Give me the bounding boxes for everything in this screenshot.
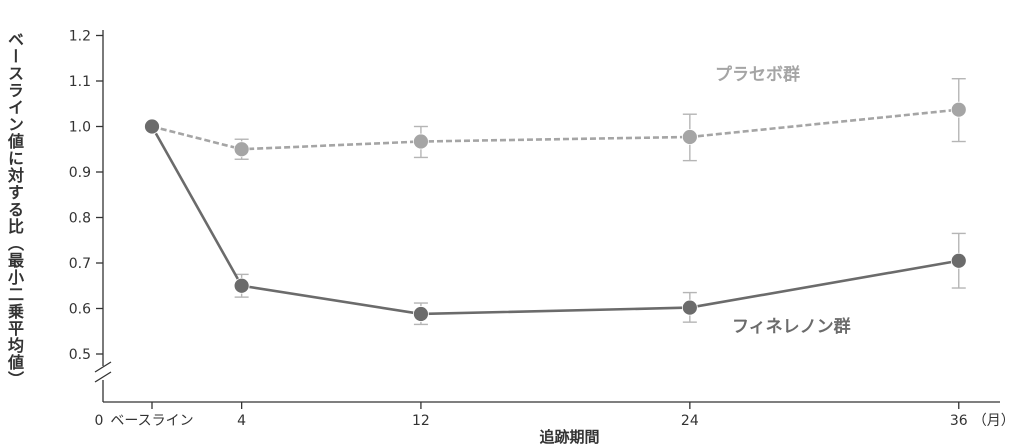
axes: 0.5 0.6 0.7 0.8 0.9 1.0 1.1 1.2 ベースライン 4 12 24 36 0 （月…: [69, 29, 1015, 430]
series-2: フィネレノン群: [144, 118, 967, 337]
data-point: [681, 129, 698, 145]
x-origin-label: 0: [95, 413, 104, 429]
y-tick-label: 0.8: [69, 211, 91, 227]
axis-break-mark: [94, 371, 112, 383]
x-tick-label: 36: [950, 413, 968, 429]
axis-break-mark: [94, 361, 112, 373]
data-point: [681, 299, 698, 316]
data-point: [950, 252, 967, 269]
x-axis-label: 追跡期間: [539, 428, 600, 446]
data-point: [144, 118, 160, 135]
data-point: [233, 277, 250, 294]
y-tick-label: 1.0: [69, 120, 91, 136]
series-label: フィネレノン群: [732, 316, 851, 337]
data-point: [413, 133, 429, 150]
y-axis-label-wrap: ベースライン値に対する比（最小二乗平均値）: [2, 12, 26, 407]
y-tick-label: 0.7: [69, 256, 91, 272]
y-tick-label: 0.6: [69, 302, 91, 318]
series-label: プラセボ群: [715, 64, 800, 85]
series-line: [150, 125, 959, 316]
data-point: [233, 141, 250, 158]
y-tick-label: 1.1: [69, 74, 91, 90]
data-point: [413, 306, 429, 322]
x-tick-label: 12: [412, 413, 430, 429]
series-1: プラセボ群: [144, 64, 967, 162]
x-unit-label: （月）: [973, 413, 1015, 429]
x-tick-label: 24: [681, 413, 699, 429]
y-tick-label: 0.9: [69, 165, 91, 181]
x-tick-label: ベースライン: [110, 413, 193, 429]
y-axis-label: ベースライン値に対する比（最小二乗平均値）: [5, 31, 24, 388]
x-tick-label: 4: [237, 413, 246, 429]
data-point: [950, 101, 967, 118]
y-tick-label: 0.5: [69, 347, 91, 363]
y-tick-label: 1.2: [69, 29, 91, 45]
series-line: [151, 108, 959, 151]
